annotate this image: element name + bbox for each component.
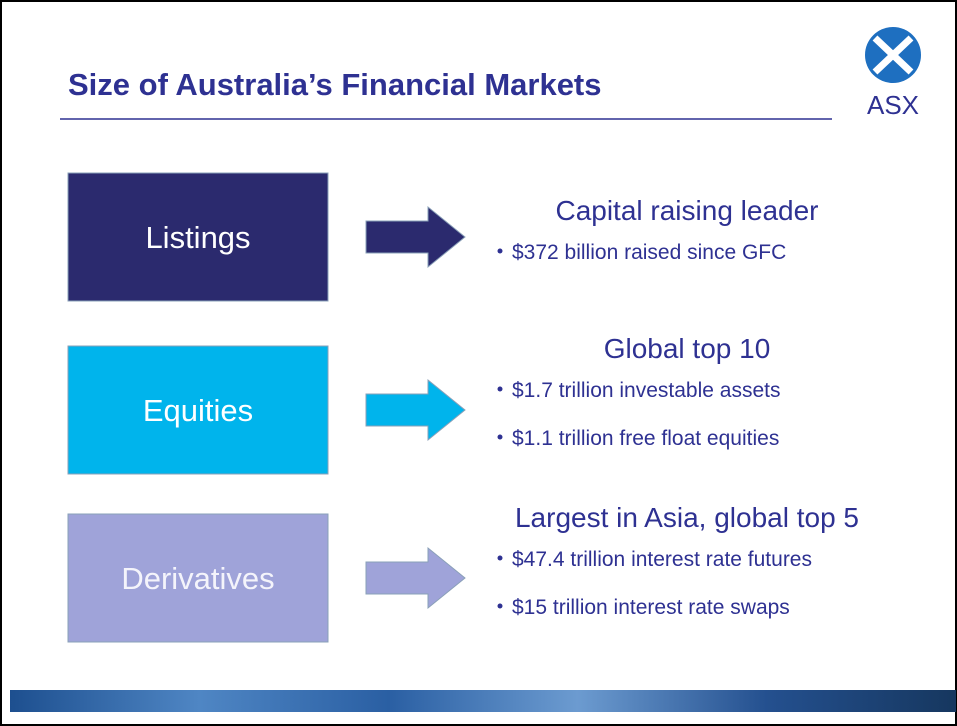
bullet-text: $372 billion raised since GFC <box>512 241 786 264</box>
bullet-dot <box>497 248 503 254</box>
bullet-dot <box>497 555 503 561</box>
category-label: Listings <box>145 220 250 255</box>
category-box <box>67 345 329 475</box>
bullet-text: $1.1 trillion free float equities <box>512 427 779 450</box>
bullet-dot <box>497 434 503 440</box>
bullet-text: $47.4 trillion interest rate futures <box>512 548 812 571</box>
bullet-dot <box>497 386 503 392</box>
title: Size of Australia’s Financial Markets <box>68 67 602 102</box>
logo-text: ASX <box>867 90 919 120</box>
category-box <box>67 172 329 302</box>
category-label: Derivatives <box>121 561 274 596</box>
arrow <box>365 378 466 442</box>
footer-band <box>10 690 956 712</box>
row-heading: Largest in Asia, global top 5 <box>515 502 859 533</box>
row-heading: Global top 10 <box>604 333 771 364</box>
logo: ASX <box>865 27 921 120</box>
arrow <box>365 546 466 610</box>
bullet-text: $1.7 trillion investable assets <box>512 379 780 402</box>
arrow <box>365 205 466 269</box>
category-box <box>67 513 329 643</box>
bullet-text: $15 trillion interest rate swaps <box>512 596 790 619</box>
logo-mark <box>872 35 914 75</box>
category-label: Equities <box>143 393 253 428</box>
rows: Listings Capital raising leader $372 billi… <box>67 172 859 643</box>
row-heading: Capital raising leader <box>555 195 818 226</box>
bullet-dot <box>497 603 503 609</box>
